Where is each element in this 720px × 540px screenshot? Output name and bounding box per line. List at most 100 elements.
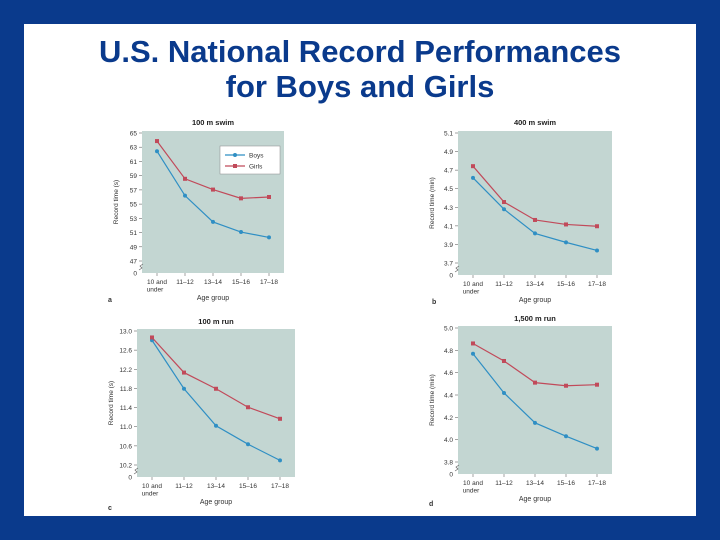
panel-letter: d [429,501,433,508]
y-tick-label: 10.6 [119,443,132,450]
y-tick-label: 4.5 [444,186,453,193]
y-tick-label: 11.8 [120,386,133,393]
data-point-girls [278,416,282,421]
x-tick-label: 13–14 [207,483,225,490]
x-tick-label: 10 and under [463,281,484,296]
x-tick-label: 15–16 [557,281,575,288]
data-point-boys [214,423,218,428]
x-tick-label: 17–18 [588,281,606,288]
legend-label: Boys [249,153,264,160]
y-tick-label: 13.0 [119,329,132,336]
data-point-boys [267,235,271,240]
y-tick-label: 51 [130,230,138,237]
x-tick-label: 13–14 [204,279,222,286]
y-tick-label: 0 [128,475,132,482]
data-point-girls [564,222,568,227]
y-tick-label: 53 [130,216,138,223]
x-tick-label: 10 and under [463,480,484,495]
data-point-boys [278,458,282,463]
chart-panel-d: 1,500 m run 5.0 4.8 4.6 4.4 4.2 4.0 3.8 0 Record … [429,314,612,508]
x-tick-label: 11–12 [175,483,193,490]
x-tick-label: 17–18 [588,480,606,487]
y-tick-label: 4.3 [444,205,453,212]
data-point-boys [183,193,187,198]
data-point-girls [595,382,599,387]
chart-title: 100 m swim [192,118,234,127]
y-tick-label: 4.7 [444,168,453,175]
data-point-boys [239,230,243,235]
panel-letter: a [108,297,112,304]
y-tick-label: 61 [130,159,138,166]
x-tick-label: 11–12 [495,281,513,288]
y-axis-label: Record time (min) [429,374,436,426]
panel-letter: c [108,505,112,512]
y-tick-label: 4.1 [444,223,453,230]
data-point-boys [533,231,537,236]
data-point-girls [211,187,215,192]
data-point-girls [533,380,537,385]
y-tick-label: 5.1 [444,131,453,138]
chart-title: 400 m swim [514,118,556,127]
y-tick-label: 63 [130,145,138,152]
data-point-boys [502,390,506,395]
slide-title-line-1: U.S. National Record Performances [99,34,621,69]
y-tick-label: 11.4 [120,405,133,412]
y-tick-label: 55 [130,202,138,209]
x-tick-label: 15–16 [239,483,257,490]
data-point-girls [182,370,186,375]
y-tick-label: 59 [130,173,138,180]
y-tick-label: 4.2 [444,415,453,422]
y-tick-label: 65 [130,131,138,138]
y-tick-label: 5.0 [444,326,453,333]
data-point-girls [595,224,599,229]
data-point-boys [155,149,159,154]
y-tick-label: 3.8 [444,460,453,467]
data-point-boys [182,386,186,391]
y-tick-label: 12.6 [119,348,132,355]
y-tick-label: 10.2 [119,463,132,470]
legend-marker [233,164,237,168]
y-tick-label: 4.6 [444,370,453,377]
y-tick-label: 4.9 [444,149,453,156]
data-point-girls [239,196,243,201]
x-tick-label: 11–12 [176,279,194,286]
x-tick-label: 11–12 [495,480,513,487]
data-point-girls [533,217,537,222]
x-axis-label: Age group [519,496,551,503]
axis-break [133,467,139,475]
x-axis-label: Age group [197,295,229,302]
data-point-girls [471,164,475,169]
y-axis-label: Record time (min) [429,177,436,229]
y-tick-label: 57 [130,187,138,194]
y-axis-label: Record time (s) [113,180,120,224]
data-point-girls [267,195,271,199]
y-tick-label: 0 [449,273,453,280]
data-point-boys [595,248,599,253]
x-tick-label: 13–14 [526,281,544,288]
data-point-girls [502,200,506,205]
data-point-boys [211,219,215,224]
chart-title: 1,500 m run [514,314,556,323]
axis-break [454,265,460,273]
legend-label: Girls [249,164,263,171]
data-point-girls [502,358,506,363]
y-tick-label: 0 [449,472,453,479]
x-tick-label: 13–14 [526,480,544,487]
data-point-boys [502,207,506,212]
y-axis-label: Record time (s) [108,381,115,425]
y-tick-label: 47 [130,259,138,266]
data-point-girls [246,405,250,410]
chart-panel-a: 100 m swim 65 63 61 59 57 55 53 51 49 47 0 Record ti… [108,118,284,304]
y-tick-label: 3.9 [444,242,453,249]
chart-title: 100 m run [198,317,234,326]
data-point-girls [564,383,568,388]
data-point-boys [471,351,475,356]
plot-area [137,329,295,477]
x-tick-label: 17–18 [260,279,278,286]
chart-panel-b: 400 m swim 5.1 4.9 4.7 4.5 4.3 4.1 3.9 3.7 0 Recor… [429,118,612,306]
plot-area [458,131,612,275]
y-tick-label: 0 [133,271,137,278]
data-point-boys [533,420,537,425]
x-tick-label: 15–16 [232,279,250,286]
data-point-boys [564,434,568,439]
